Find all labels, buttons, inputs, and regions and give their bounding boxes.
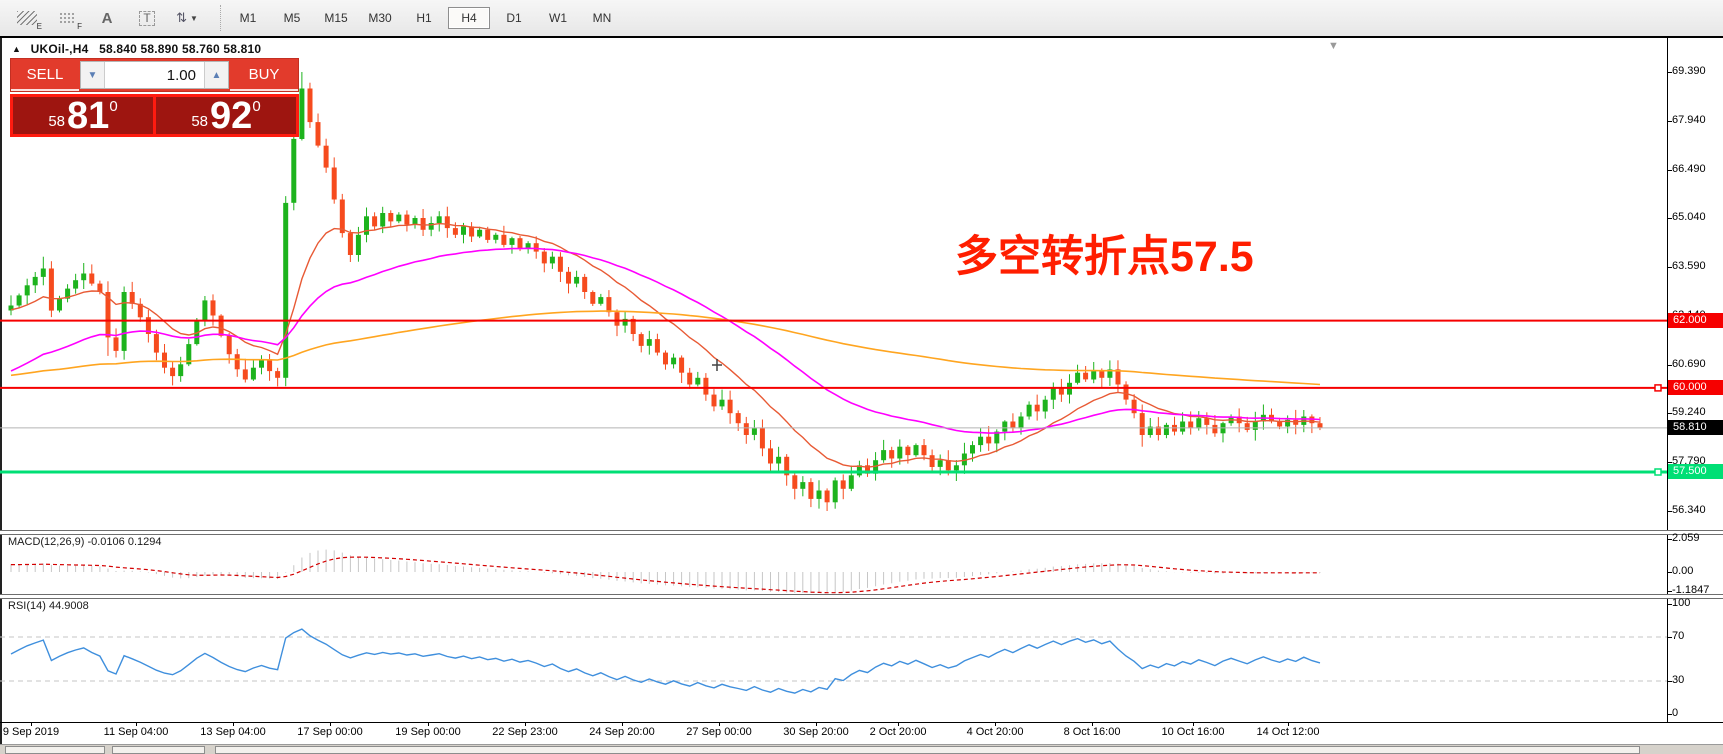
date-tick: 19 Sep 00:00: [395, 726, 461, 738]
timeframe-button-D1[interactable]: D1: [506, 11, 522, 25]
ohlc-values: 58.840 58.890 58.760 58.810: [99, 42, 262, 56]
date-tick: 11 Sep 04:00: [103, 726, 169, 738]
price-tick: 69.390: [1672, 65, 1706, 77]
rsi-tick: 30: [1672, 674, 1685, 686]
expert-advisor-icon[interactable]: E: [14, 7, 42, 31]
date-tick: 9 Sep 2019: [2, 726, 60, 738]
timeframe-button-MN[interactable]: MN: [592, 11, 612, 25]
timeframe-button-W1[interactable]: W1: [549, 11, 567, 25]
toolbar: E F A T ⇅ ▼ M1 M5 M15 M30 H1 H4 D1 W1 MN: [0, 0, 1723, 36]
chart-text-annotation[interactable]: 多空转折点57.5: [955, 233, 1254, 281]
rsi-tick: 0: [1672, 707, 1679, 719]
timeframe-button-M15[interactable]: M15: [324, 11, 348, 25]
panel-separator-rsi[interactable]: [0, 594, 1723, 599]
sell-button[interactable]: SELL: [11, 59, 79, 91]
price-axis-border: [1667, 38, 1668, 722]
price-tick: 66.490: [1672, 163, 1706, 175]
date-tick: 17 Sep 00:00: [297, 726, 363, 738]
toolbar-icon-group: E F A T ⇅ ▼: [0, 0, 214, 36]
date-tick: 10 Oct 16:00: [1161, 726, 1225, 738]
timeframe-button-H1[interactable]: H1: [416, 11, 432, 25]
buy-price-display[interactable]: 58 92 0: [156, 97, 296, 135]
buy-button[interactable]: BUY: [230, 59, 298, 91]
price-line-label: 62.000: [1668, 313, 1723, 328]
text-box-icon[interactable]: T: [134, 7, 160, 29]
one-click-trade-panel: SELL ▼ 1.00 ▲ BUY 58 81 0 58 92 0: [10, 58, 299, 137]
price-tick: 63.590: [1672, 260, 1706, 272]
date-tick: 27 Sep 00:00: [686, 726, 752, 738]
chart-title: ▲ UKOil-,H4 58.840 58.890 58.760 58.810: [12, 42, 261, 56]
timeframe-buttons: M1 M5 M15 M30 H1 H4 D1 W1 MN: [228, 7, 622, 29]
timeframe-button-H4[interactable]: H4: [448, 7, 490, 29]
volume-increase-button[interactable]: ▲: [204, 62, 228, 88]
rsi-label: RSI(14) 44.9008: [8, 600, 89, 612]
date-tick: 30 Sep 20:00: [783, 726, 849, 738]
macd-tick: -1.1847: [1672, 584, 1710, 596]
collapse-panel-icon[interactable]: ▲: [12, 44, 22, 54]
price-tick: 59.240: [1672, 406, 1706, 418]
sort-arrows-icon[interactable]: ⇅ ▼: [176, 10, 198, 25]
chart-window[interactable]: ▲ UKOil-,H4 58.840 58.890 58.760 58.810 …: [0, 38, 1723, 754]
price-line-label: 57.500: [1668, 464, 1723, 479]
time-axis-border: [0, 722, 1723, 723]
volume-stepper: ▼ 1.00 ▲: [80, 61, 229, 89]
symbol-period-label: UKOil-,H4: [30, 42, 89, 56]
volume-input[interactable]: 1.00: [166, 66, 196, 84]
sell-price-display[interactable]: 58 81 0: [13, 97, 153, 135]
price-tick: 60.690: [1672, 358, 1706, 370]
rsi-tick: 100: [1672, 597, 1691, 609]
dropdown-caret-icon: ▼: [189, 13, 198, 23]
date-tick: 2 Oct 20:00: [869, 726, 927, 738]
timeframe-button-M30[interactable]: M30: [368, 11, 392, 25]
macd-tick: 0.00: [1672, 565, 1694, 577]
macd-label: MACD(12,26,9) -0.0106 0.1294: [8, 536, 162, 548]
bottom-tabs-strip[interactable]: [0, 744, 1723, 754]
price-tick: 56.340: [1672, 504, 1706, 516]
price-line-label: 58.810: [1668, 420, 1723, 435]
timeframe-button-M5[interactable]: M5: [283, 11, 301, 25]
timeframe-button-M1[interactable]: M1: [239, 11, 257, 25]
toolbar-separator: [220, 5, 222, 31]
date-tick: 22 Sep 23:00: [492, 726, 558, 738]
price-tick: 67.940: [1672, 114, 1706, 126]
window-border: [0, 36, 1723, 38]
panel-separator-macd[interactable]: [0, 530, 1723, 535]
text-label-icon[interactable]: A: [101, 9, 113, 27]
volume-decrease-button[interactable]: ▼: [81, 62, 105, 88]
rsi-tick: 70: [1672, 630, 1685, 642]
chart-shift-marker[interactable]: ▼: [1328, 40, 1339, 52]
date-tick: 13 Sep 04:00: [200, 726, 266, 738]
date-tick: 24 Sep 20:00: [589, 726, 655, 738]
macd-tick: 2.059: [1672, 532, 1700, 544]
date-tick: 4 Oct 20:00: [966, 726, 1024, 738]
date-tick: 14 Oct 12:00: [1256, 726, 1320, 738]
grid-f-icon[interactable]: F: [54, 7, 82, 31]
date-tick: 8 Oct 16:00: [1063, 726, 1121, 738]
price-tick: 65.040: [1672, 211, 1706, 223]
price-line-label: 60.000: [1668, 380, 1723, 395]
